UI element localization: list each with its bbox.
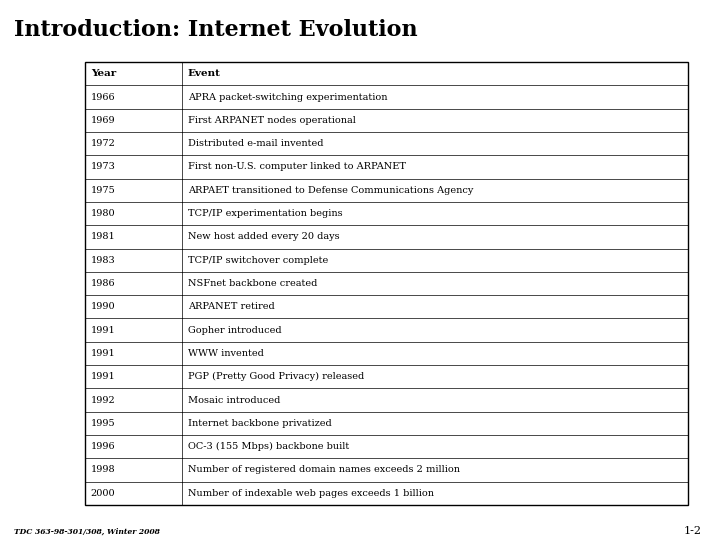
Text: 1995: 1995 [91,419,115,428]
Text: 1975: 1975 [91,186,115,195]
Text: NSFnet backbone created: NSFnet backbone created [188,279,318,288]
Text: 1969: 1969 [91,116,115,125]
Text: 1991: 1991 [91,326,115,335]
Text: APRA packet-switching experimentation: APRA packet-switching experimentation [188,92,387,102]
Text: 1973: 1973 [91,163,116,172]
Text: Gopher introduced: Gopher introduced [188,326,282,335]
Text: ARPAET transitioned to Defense Communications Agency: ARPAET transitioned to Defense Communica… [188,186,473,195]
Text: 1-2: 1-2 [684,525,702,536]
Text: Mosaic introduced: Mosaic introduced [188,395,280,404]
Text: 1972: 1972 [91,139,116,148]
Text: 1966: 1966 [91,92,115,102]
Text: Distributed e-mail invented: Distributed e-mail invented [188,139,323,148]
Text: Event: Event [188,69,221,78]
Text: 1991: 1991 [91,349,115,358]
Text: 1986: 1986 [91,279,115,288]
Text: PGP (Pretty Good Privacy) released: PGP (Pretty Good Privacy) released [188,372,364,381]
Text: First ARPANET nodes operational: First ARPANET nodes operational [188,116,356,125]
Text: TCP/IP experimentation begins: TCP/IP experimentation begins [188,209,343,218]
Text: OC-3 (155 Mbps) backbone built: OC-3 (155 Mbps) backbone built [188,442,349,451]
Text: Number of registered domain names exceeds 2 million: Number of registered domain names exceed… [188,465,460,475]
Text: 1998: 1998 [91,465,115,475]
Text: Year: Year [91,69,116,78]
Text: WWW invented: WWW invented [188,349,264,358]
Text: 1980: 1980 [91,209,115,218]
Text: Number of indexable web pages exceeds 1 billion: Number of indexable web pages exceeds 1 … [188,489,434,498]
Text: 2000: 2000 [91,489,115,498]
Text: 1990: 1990 [91,302,115,311]
Text: TCP/IP switchover complete: TCP/IP switchover complete [188,256,328,265]
Text: 1981: 1981 [91,232,115,241]
Text: ARPANET retired: ARPANET retired [188,302,274,311]
Text: Internet backbone privatized: Internet backbone privatized [188,419,332,428]
Text: New host added every 20 days: New host added every 20 days [188,232,340,241]
Text: 1991: 1991 [91,372,115,381]
Text: 1983: 1983 [91,256,115,265]
Text: Introduction: Internet Evolution: Introduction: Internet Evolution [14,19,418,41]
Text: 1992: 1992 [91,395,115,404]
Text: First non-U.S. computer linked to ARPANET: First non-U.S. computer linked to ARPANE… [188,163,406,172]
Text: TDC 363-98-301/308, Winter 2008: TDC 363-98-301/308, Winter 2008 [14,528,161,536]
Text: 1996: 1996 [91,442,115,451]
